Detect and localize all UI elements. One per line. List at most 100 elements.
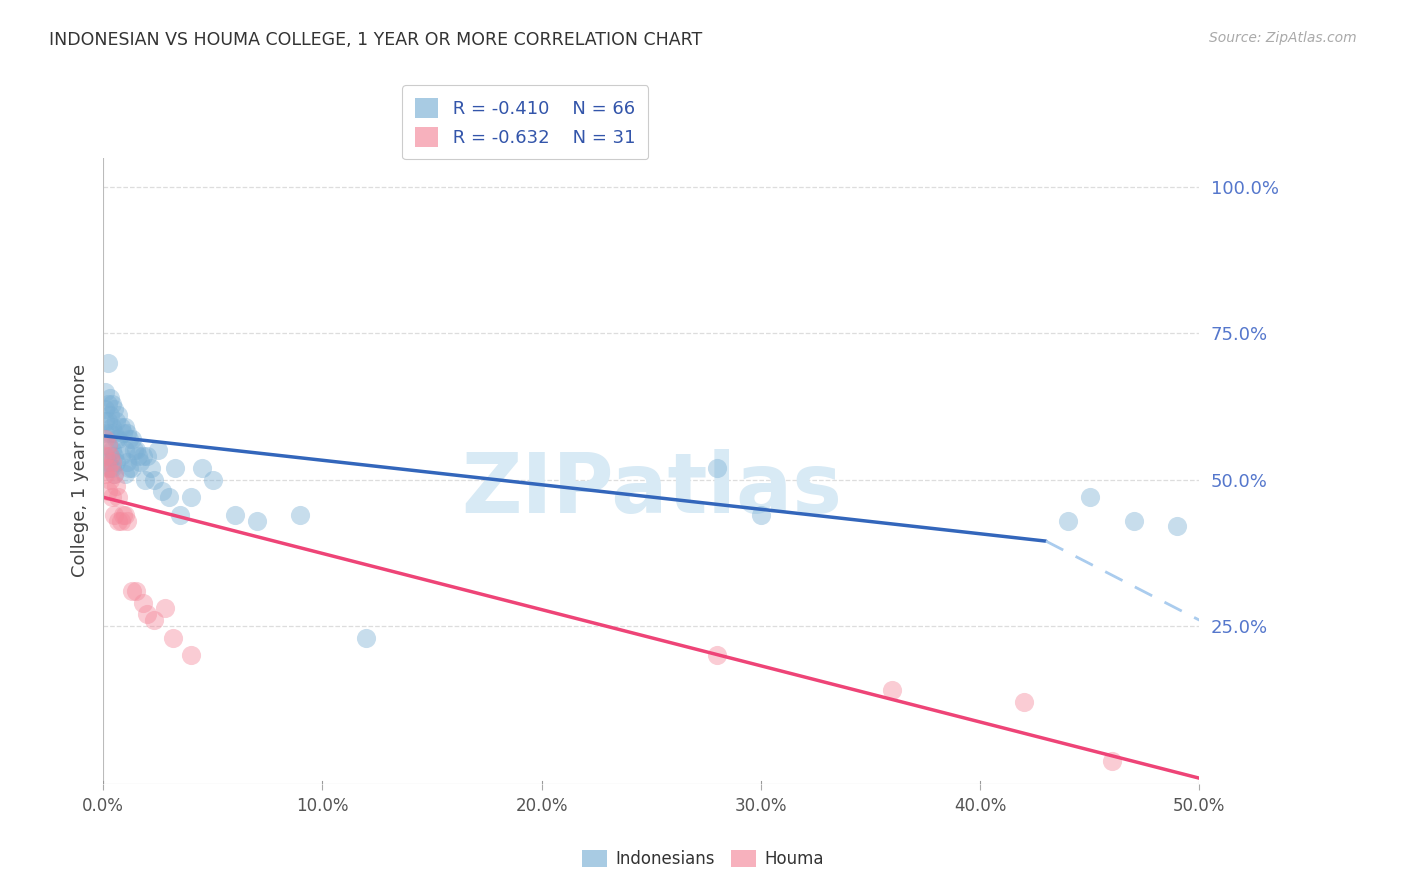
Point <box>98 473 121 487</box>
Point <box>98 461 121 475</box>
Point <box>114 443 136 458</box>
Point <box>125 583 148 598</box>
Point <box>749 508 772 522</box>
Point <box>153 601 176 615</box>
Point <box>103 467 125 481</box>
Point <box>96 437 118 451</box>
Point <box>98 425 121 440</box>
Point <box>107 432 129 446</box>
Point <box>110 449 132 463</box>
Point <box>107 514 129 528</box>
Point <box>290 508 312 522</box>
Point <box>706 648 728 663</box>
Point <box>98 409 121 423</box>
Point <box>191 461 214 475</box>
Point <box>110 420 132 434</box>
Point <box>101 396 124 410</box>
Point <box>96 484 118 499</box>
Point <box>110 514 132 528</box>
Point <box>114 508 136 522</box>
Point <box>94 402 117 417</box>
Point <box>150 484 173 499</box>
Point <box>118 432 141 446</box>
Point <box>101 443 124 458</box>
Point <box>1122 514 1144 528</box>
Point <box>246 514 269 528</box>
Point <box>94 467 117 481</box>
Point <box>131 596 153 610</box>
Point <box>96 396 118 410</box>
Point <box>180 490 202 504</box>
Point <box>1056 514 1078 528</box>
Text: ZIPatlas: ZIPatlas <box>461 450 842 530</box>
Point <box>118 461 141 475</box>
Point <box>125 443 148 458</box>
Text: INDONESIAN VS HOUMA COLLEGE, 1 YEAR OR MORE CORRELATION CHART: INDONESIAN VS HOUMA COLLEGE, 1 YEAR OR M… <box>49 31 703 49</box>
Point <box>107 409 129 423</box>
Point <box>96 355 118 369</box>
Point <box>1078 490 1101 504</box>
Point <box>96 437 118 451</box>
Point <box>121 461 143 475</box>
Point <box>142 613 165 627</box>
Point <box>96 414 118 428</box>
Point <box>117 425 139 440</box>
Point <box>354 631 377 645</box>
Point <box>114 467 136 481</box>
Point <box>98 449 121 463</box>
Text: Source: ZipAtlas.com: Source: ZipAtlas.com <box>1209 31 1357 45</box>
Point <box>141 461 163 475</box>
Point <box>136 607 159 622</box>
Point <box>121 583 143 598</box>
Point <box>94 425 117 440</box>
Point <box>94 414 117 428</box>
Point <box>142 473 165 487</box>
Point <box>107 490 129 504</box>
Point <box>101 455 124 469</box>
Point <box>165 461 187 475</box>
Point <box>105 478 128 492</box>
Point <box>103 467 125 481</box>
Point <box>94 449 117 463</box>
Point <box>169 508 191 522</box>
Point <box>114 420 136 434</box>
Point <box>103 425 125 440</box>
Point <box>117 455 139 469</box>
Point <box>101 461 124 475</box>
Point <box>134 473 156 487</box>
Point <box>136 449 159 463</box>
Legend:  R = -0.410    N = 66,  R = -0.632    N = 31: R = -0.410 N = 66, R = -0.632 N = 31 <box>402 86 648 160</box>
Point <box>101 420 124 434</box>
Point <box>101 490 124 504</box>
Point <box>111 425 134 440</box>
Point <box>105 455 128 469</box>
Point <box>96 461 118 475</box>
Point <box>127 449 149 463</box>
Point <box>131 449 153 463</box>
Point <box>121 432 143 446</box>
Point <box>201 473 224 487</box>
Point <box>224 508 246 522</box>
Point <box>103 508 125 522</box>
Legend: Indonesians, Houma: Indonesians, Houma <box>575 843 831 875</box>
Point <box>98 449 121 463</box>
Point <box>96 455 118 469</box>
Point <box>146 443 169 458</box>
Point <box>1012 695 1035 709</box>
Point <box>98 391 121 405</box>
Point <box>105 414 128 428</box>
Point <box>94 432 117 446</box>
Point <box>103 402 125 417</box>
Point <box>162 631 184 645</box>
Point <box>103 449 125 463</box>
Point <box>105 432 128 446</box>
Point <box>94 384 117 399</box>
Point <box>706 461 728 475</box>
Point <box>157 490 180 504</box>
Y-axis label: College, 1 year or more: College, 1 year or more <box>72 364 89 577</box>
Point <box>111 508 134 522</box>
Point <box>122 443 145 458</box>
Point <box>1101 754 1123 768</box>
Point <box>1166 519 1188 533</box>
Point <box>882 683 904 698</box>
